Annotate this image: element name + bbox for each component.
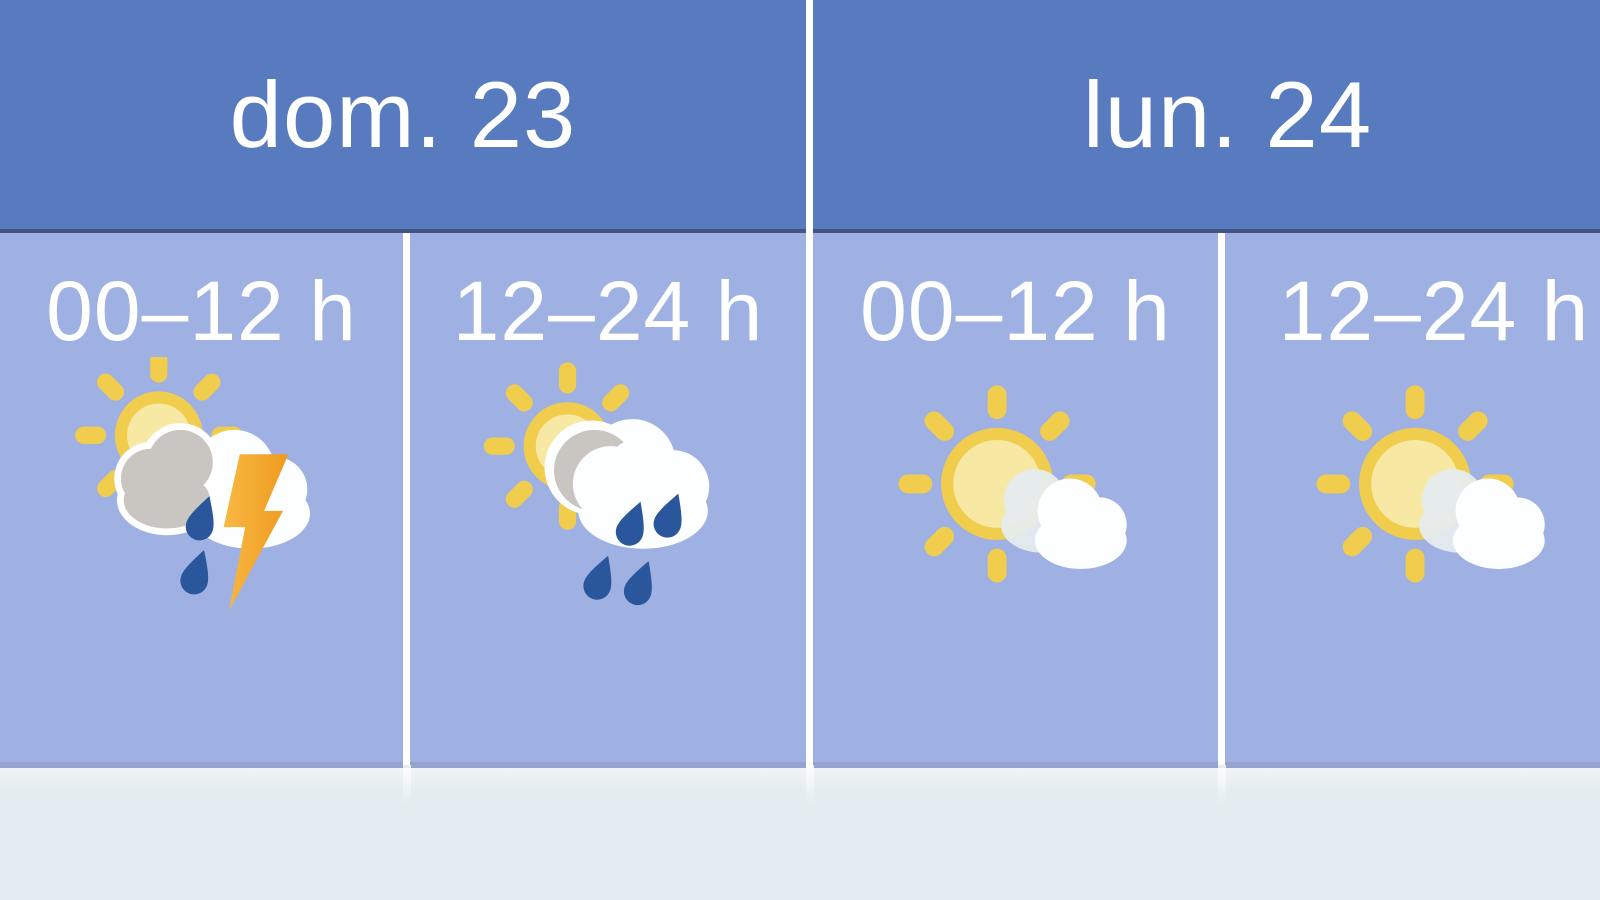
period-cell-lun-12-24: 12–24 h	[1226, 233, 1600, 765]
day-header-row	[0, 0, 1600, 229]
raindrop-icon	[583, 555, 612, 600]
sun-cloud-rain-lightning-icon	[74, 357, 310, 611]
sun-cloud-icon	[1316, 385, 1545, 583]
period-label: 00–12 h	[46, 264, 357, 358]
column-divider	[403, 233, 410, 765]
sun-cloud-rain-icon	[483, 362, 710, 606]
day-divider	[806, 0, 813, 768]
gray-cloud	[120, 429, 213, 529]
period-label: 00–12 h	[860, 264, 1171, 358]
raindrop-icon	[615, 501, 644, 546]
period-cell-dom-12-24: 12–24 h	[410, 233, 806, 765]
divider-tail	[1218, 765, 1226, 805]
lightning-bolt-icon	[223, 454, 288, 611]
period-cell-dom-00-12: 00–12 h	[0, 233, 403, 765]
white-cloud	[1452, 478, 1545, 569]
day-label: dom. 23	[229, 61, 577, 167]
white-cloud	[1034, 478, 1127, 569]
period-label: 12–24 h	[452, 264, 764, 358]
day-tab-lun-24[interactable]: lun. 24	[813, 0, 1600, 229]
header-divider-line	[0, 229, 1600, 233]
sun-cloud-icon	[1299, 357, 1569, 627]
sun-cloud-icon	[881, 357, 1151, 627]
raindrop-icon	[623, 561, 652, 606]
sun-cloud-icon	[898, 385, 1127, 583]
divider-tail	[806, 765, 814, 805]
divider-tail	[403, 765, 411, 805]
sun-cloud-rain-lightning-icon	[67, 357, 337, 627]
period-cell-lun-00-12: 00–12 h	[813, 233, 1218, 765]
period-label: 12–24 h	[1278, 264, 1590, 358]
sun-cloud-rain-icon	[473, 357, 743, 627]
footer-area	[0, 768, 1600, 900]
day-label: lun. 24	[1082, 61, 1373, 167]
body-divider-line	[0, 762, 1600, 768]
raindrop-icon	[653, 493, 682, 538]
raindrop-icon	[179, 550, 208, 595]
raindrop-icon	[185, 496, 214, 541]
day-tab-dom-23[interactable]: dom. 23	[0, 0, 806, 229]
column-divider	[1218, 233, 1225, 765]
